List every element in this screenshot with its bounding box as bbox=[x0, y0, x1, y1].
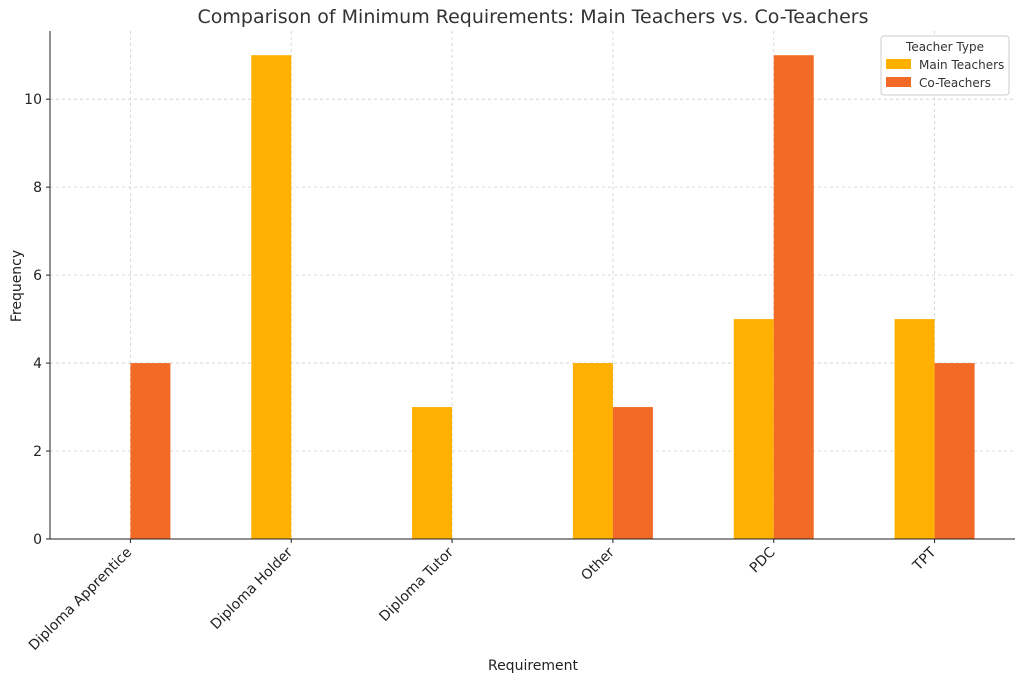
axes bbox=[49, 31, 1015, 540]
y-tick-label: 10 bbox=[24, 92, 42, 108]
bar-co-teachers bbox=[130, 363, 171, 539]
y-tick-label: 2 bbox=[33, 444, 42, 460]
bar-main-teachers bbox=[251, 55, 292, 539]
bar-main-teachers bbox=[412, 407, 453, 539]
legend-frame bbox=[880, 35, 1010, 96]
legend-label-main-teachers: Main Teachers bbox=[919, 58, 1004, 72]
legend-swatch-co-teachers bbox=[886, 77, 911, 87]
bar-co-teachers bbox=[934, 363, 975, 539]
y-tick-label: 0 bbox=[33, 532, 42, 548]
grid bbox=[50, 31, 1015, 539]
x-axis-label: Requirement bbox=[488, 658, 579, 674]
legend-label-co-teachers: Co-Teachers bbox=[919, 76, 991, 90]
y-tick-label: 6 bbox=[33, 268, 42, 284]
legend-title: Teacher Type bbox=[905, 40, 984, 54]
bar-main-teachers bbox=[572, 363, 613, 539]
y-axis-label: Frequency bbox=[9, 250, 25, 322]
legend-swatch-main-teachers bbox=[886, 59, 911, 69]
bars bbox=[130, 55, 975, 539]
bar-main-teachers bbox=[733, 319, 774, 539]
x-tick-label: PDC bbox=[747, 544, 779, 576]
chart-title: Comparison of Minimum Requirements: Main… bbox=[198, 6, 869, 28]
x-tick-label: Diploma Holder bbox=[208, 544, 297, 633]
bar-main-teachers bbox=[894, 319, 935, 539]
y-tick-label: 4 bbox=[33, 356, 42, 372]
x-tick-label: Diploma Tutor bbox=[376, 544, 457, 625]
bar-co-teachers bbox=[612, 407, 653, 539]
y-tick-label: 8 bbox=[33, 180, 42, 196]
bar-co-teachers bbox=[773, 55, 814, 539]
legend: Teacher Type Main Teachers Co-Teachers bbox=[880, 35, 1010, 96]
x-tick-label: Other bbox=[578, 544, 618, 584]
x-tick-label: TPT bbox=[909, 544, 939, 574]
x-tick-label: Diploma Apprentice bbox=[26, 545, 135, 654]
